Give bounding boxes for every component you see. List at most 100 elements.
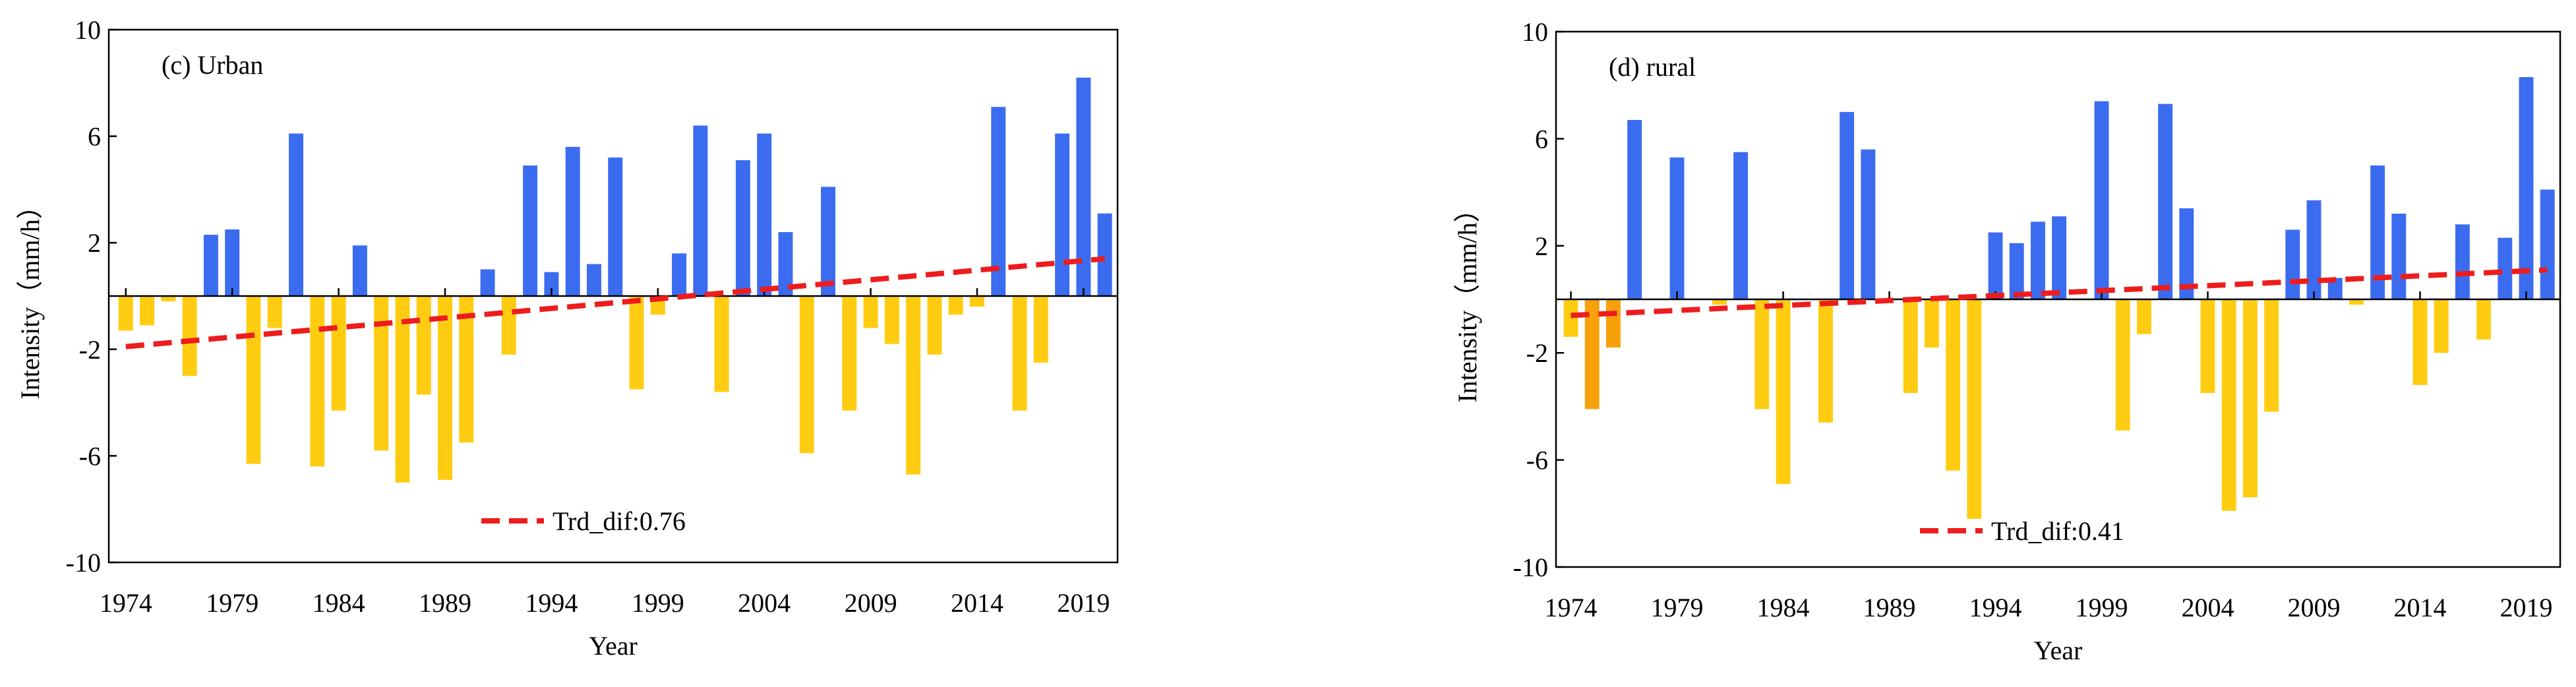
- bar: [480, 269, 495, 296]
- bar: [991, 107, 1006, 296]
- bar: [1012, 296, 1027, 411]
- bar: [2519, 77, 2534, 300]
- bar: [927, 296, 942, 355]
- bar: [374, 296, 389, 451]
- y-tick-label: -6: [1526, 446, 1548, 475]
- bar: [1584, 299, 1600, 409]
- bar: [948, 296, 963, 315]
- y-axis-label: Intensity（mm/h）: [15, 193, 45, 399]
- bar: [2242, 299, 2258, 498]
- bar: [1563, 299, 1578, 337]
- bar: [2434, 299, 2449, 353]
- bar: [608, 157, 623, 296]
- bar: [1840, 111, 1855, 300]
- bar: [1033, 296, 1048, 363]
- bar: [1924, 299, 1939, 348]
- bar: [2455, 224, 2470, 299]
- y-axis-label: Intensity（mm/h）: [1453, 196, 1482, 402]
- bar: [2009, 243, 2024, 299]
- bar: [2052, 216, 2067, 299]
- x-tick-label: 1984: [1757, 593, 1810, 622]
- bar: [331, 296, 346, 411]
- bar: [2285, 229, 2300, 299]
- x-axis-label: Year: [2034, 636, 2083, 665]
- bar: [118, 296, 133, 331]
- y-tick-label: 6: [1535, 124, 1548, 154]
- bar: [565, 146, 580, 296]
- bar: [2200, 299, 2215, 394]
- bar: [544, 272, 559, 296]
- bar: [1754, 299, 1770, 409]
- x-tick-label: 1999: [632, 588, 684, 618]
- x-tick-label: 2014: [951, 588, 1003, 618]
- bar: [1946, 299, 1961, 471]
- x-tick-label: 2014: [2393, 593, 2446, 622]
- bar: [757, 133, 772, 296]
- x-tick-label: 2009: [845, 588, 897, 618]
- bar: [2094, 101, 2109, 299]
- x-tick-label: 1999: [2076, 593, 2128, 622]
- bar: [1627, 119, 1642, 300]
- y-tick-label: 6: [88, 122, 101, 152]
- bar: [906, 296, 921, 475]
- x-tick-label: 1974: [1545, 593, 1598, 622]
- trend-line: [1571, 267, 2548, 318]
- y-tick-label: 10: [1522, 17, 1548, 47]
- bar: [2030, 222, 2045, 299]
- y-tick-label: -6: [79, 441, 101, 471]
- bar: [1967, 299, 1982, 519]
- bar: [1712, 299, 1727, 305]
- bar: [1055, 133, 1070, 296]
- legend-label: Trd_dif:0.41: [1991, 516, 2124, 546]
- y-tick-label: 2: [88, 228, 101, 258]
- bar: [2412, 299, 2428, 385]
- bar: [459, 296, 474, 443]
- x-tick-label: 2004: [738, 588, 791, 618]
- bar: [352, 245, 367, 296]
- bar: [842, 296, 857, 411]
- bar: [182, 296, 197, 376]
- x-tick-label: 1989: [419, 588, 471, 618]
- y-tick-label: -2: [1526, 338, 1548, 368]
- bar: [267, 296, 282, 328]
- bar: [714, 296, 729, 392]
- trend-line: [125, 256, 1105, 349]
- x-tick-label: 1989: [1863, 593, 1916, 622]
- bar: [246, 296, 261, 464]
- bar: [799, 296, 814, 454]
- y-tick-label: 10: [75, 15, 101, 45]
- bar: [1903, 299, 1918, 394]
- bar: [1605, 299, 1621, 348]
- bar: [203, 235, 218, 296]
- bar: [884, 296, 899, 344]
- bar: [1776, 299, 1791, 485]
- x-tick-label: 1974: [100, 588, 152, 618]
- bar: [2158, 104, 2173, 299]
- panel-title: (d) rural: [1609, 52, 1696, 82]
- plot-frame: [1555, 30, 2561, 568]
- bar: [2349, 299, 2364, 305]
- bar: [2370, 165, 2385, 299]
- bar: [395, 296, 410, 483]
- bar: [2391, 214, 2407, 299]
- bar: [2221, 299, 2236, 511]
- bar: [693, 125, 708, 296]
- x-tick-label: 2019: [1057, 588, 1110, 618]
- x-axis-label: Year: [589, 631, 638, 661]
- x-tick-label: 1984: [313, 588, 365, 618]
- bar: [2115, 299, 2130, 431]
- x-tick-label: 2004: [2182, 593, 2234, 622]
- x-tick-label: 2009: [2287, 593, 2340, 622]
- bar: [225, 229, 240, 296]
- panel-title: (c) Urban: [162, 50, 263, 80]
- bar: [2306, 200, 2321, 299]
- bar: [1818, 299, 1833, 423]
- y-tick-label: -10: [1513, 553, 1548, 582]
- x-tick-label: 1979: [206, 588, 258, 618]
- y-tick-label: -2: [79, 335, 101, 365]
- x-tick-label: 1994: [525, 588, 578, 618]
- bar: [1097, 213, 1112, 296]
- bar: [310, 296, 325, 467]
- bar: [161, 296, 176, 302]
- bar: [629, 296, 644, 390]
